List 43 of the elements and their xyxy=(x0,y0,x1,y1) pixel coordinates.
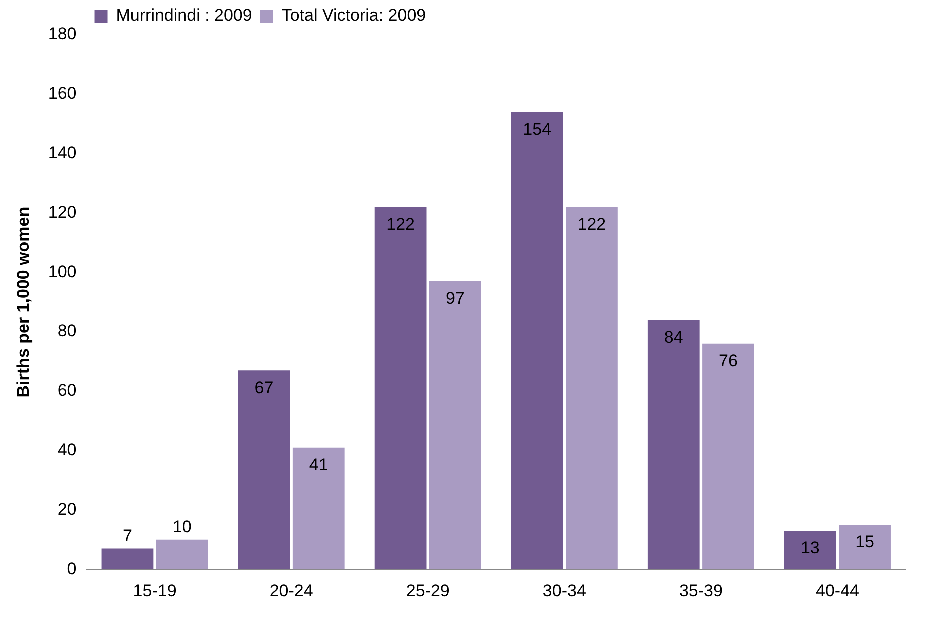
data-label: 154 xyxy=(523,120,552,139)
bar xyxy=(566,207,618,570)
bar xyxy=(292,448,345,570)
data-label: 97 xyxy=(446,289,465,308)
x-tick-label: 15-19 xyxy=(133,581,177,600)
y-tick-label: 120 xyxy=(48,202,77,222)
legend-label: Total Victoria: 2009 xyxy=(282,6,426,26)
x-tick-label: 35-39 xyxy=(679,581,723,600)
data-label: 67 xyxy=(254,378,274,398)
bar xyxy=(702,344,754,570)
bar xyxy=(839,525,891,570)
y-tick-label: 20 xyxy=(58,500,77,519)
data-label: 84 xyxy=(664,328,684,347)
bar xyxy=(784,530,836,570)
data-label: 41 xyxy=(309,456,328,475)
y-tick-label: 60 xyxy=(58,381,77,400)
data-label: 122 xyxy=(386,214,415,234)
bar xyxy=(238,370,290,570)
y-tick-label: 80 xyxy=(58,322,77,341)
bar xyxy=(374,207,427,570)
data-label: 15 xyxy=(856,532,874,552)
bar xyxy=(156,540,208,570)
y-axis-title: Births per 1,000 women xyxy=(14,206,33,398)
y-tick-label: 100 xyxy=(48,262,77,282)
data-label: 7 xyxy=(122,526,132,546)
y-tick-label: 180 xyxy=(48,24,77,44)
bar xyxy=(511,112,564,570)
y-tick-label: 40 xyxy=(58,440,77,460)
y-tick-label: 140 xyxy=(48,143,77,162)
data-label: 13 xyxy=(800,538,820,558)
x-tick-label: 40-44 xyxy=(816,581,860,600)
bar xyxy=(102,548,154,570)
bar xyxy=(429,282,482,570)
bar xyxy=(648,320,700,570)
x-tick-label: 25-29 xyxy=(406,581,450,600)
x-tick-label: 30-34 xyxy=(542,581,586,600)
y-tick-label: 160 xyxy=(48,84,77,104)
data-label: 10 xyxy=(172,518,192,537)
data-label: 76 xyxy=(719,352,738,371)
legend-label: Murrindindi : 2009 xyxy=(116,6,252,26)
y-tick-label: 0 xyxy=(67,559,77,578)
data-label: 122 xyxy=(578,214,606,234)
x-tick-label: 20-24 xyxy=(270,581,314,600)
